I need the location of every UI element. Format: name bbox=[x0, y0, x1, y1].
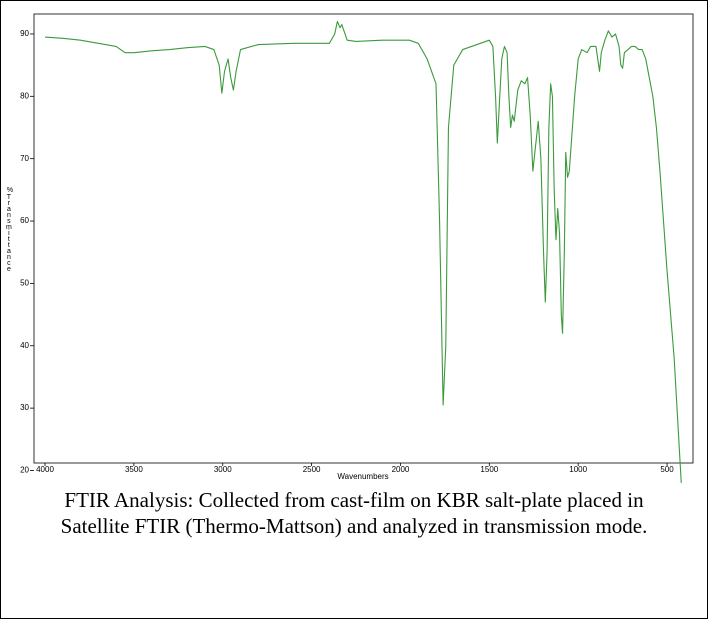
y-tick-label: 90 bbox=[20, 29, 29, 38]
spectrum-line bbox=[44, 20, 682, 483]
y-tick-label: 40 bbox=[20, 341, 29, 350]
x-tick-label: 2000 bbox=[392, 465, 410, 474]
x-tick-label: 500 bbox=[660, 465, 674, 474]
y-tick-label: 60 bbox=[20, 216, 29, 225]
x-tick-label: 1500 bbox=[480, 465, 498, 474]
x-tick-label: 1000 bbox=[569, 465, 587, 474]
x-tick-label: 4000 bbox=[36, 465, 54, 474]
y-tick-label: 20 bbox=[20, 466, 29, 475]
y-tick-label: 80 bbox=[20, 91, 29, 100]
y-tick-label: 70 bbox=[20, 154, 29, 163]
y-axis-symbol: % bbox=[6, 187, 14, 194]
caption: FTIR Analysis: Collected from cast-film … bbox=[60, 488, 648, 538]
y-axis-label: % Transmittance bbox=[5, 187, 15, 272]
x-tick-label: 3000 bbox=[214, 465, 232, 474]
plot-frame bbox=[33, 13, 694, 464]
y-tick-label: 50 bbox=[20, 279, 29, 288]
x-tick-label: 2500 bbox=[303, 465, 321, 474]
y-axis-title: Transmittance bbox=[5, 194, 13, 273]
x-axis-label: Wavenumbers bbox=[337, 472, 388, 481]
y-tick-label: 30 bbox=[20, 403, 29, 412]
chart: Wavenumbers 20 30 40 50 60 70 80 90 4000 3500 3000… bbox=[20, 13, 694, 483]
x-tick-label: 3500 bbox=[125, 465, 143, 474]
